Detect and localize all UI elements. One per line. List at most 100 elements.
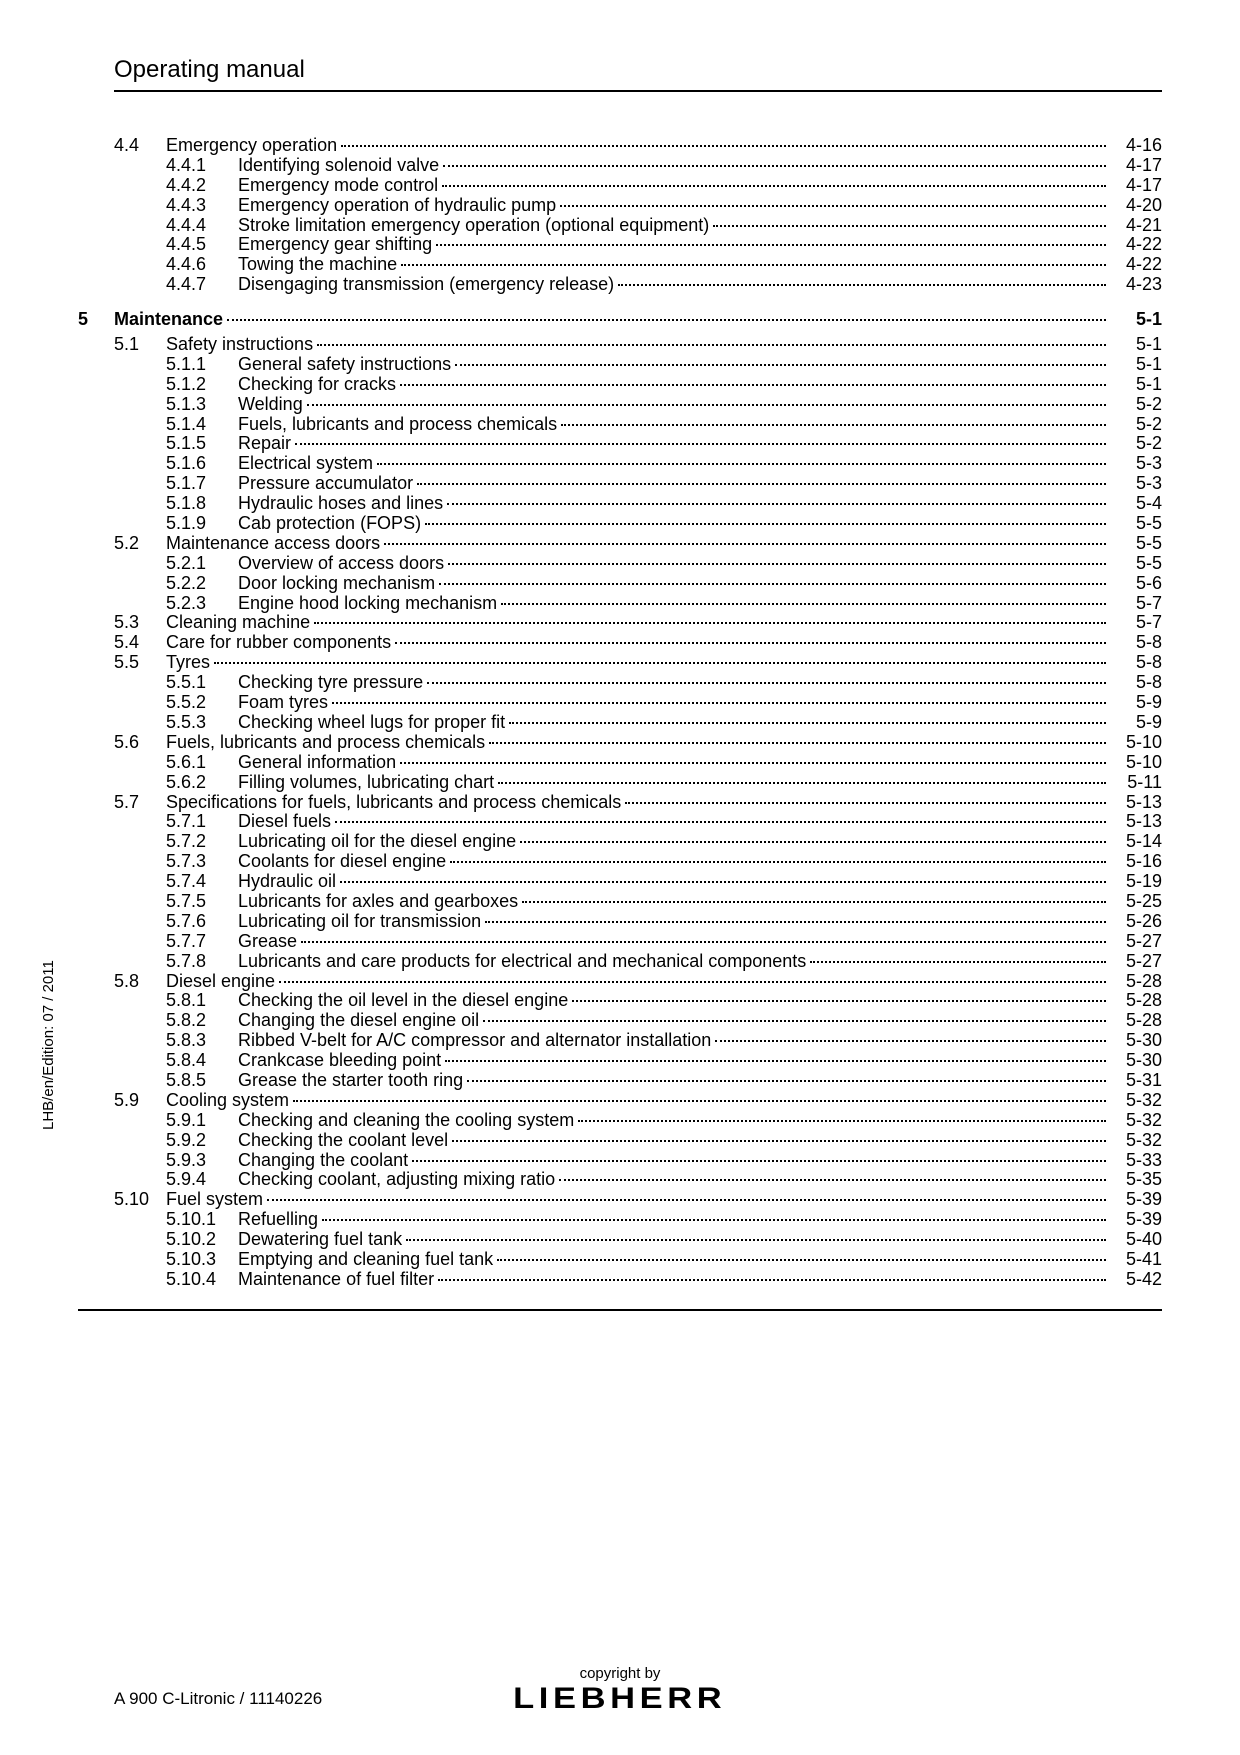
toc-row: 5.1.9Cab protection (FOPS)5-5: [78, 514, 1162, 533]
toc-section-number: 5.2: [114, 534, 166, 553]
toc-subsection-number: 5.10.2: [166, 1230, 238, 1249]
toc-subsection-number: 5.5.1: [166, 673, 238, 692]
toc-page-ref: 5-16: [1108, 852, 1162, 871]
toc-page-ref: 5-27: [1108, 932, 1162, 951]
toc-page-ref: 5-33: [1108, 1151, 1162, 1170]
toc-leader-dots: [625, 802, 1106, 804]
toc-row: 5.5.3Checking wheel lugs for proper fit5…: [78, 713, 1162, 732]
toc-row: 5.2Maintenance access doors5-5: [78, 534, 1162, 553]
toc-page-ref: 4-21: [1108, 216, 1162, 235]
toc-title: Dewatering fuel tank: [238, 1230, 404, 1249]
toc-title: Engine hood locking mechanism: [238, 594, 499, 613]
toc-leader-dots: [425, 523, 1106, 525]
toc-subsection-number: 5.10.1: [166, 1210, 238, 1229]
toc-leader-dots: [436, 244, 1106, 246]
toc-row: 5.1.1General safety instructions5-1: [78, 355, 1162, 374]
toc-title: General information: [238, 753, 398, 772]
toc-page-ref: 5-2: [1108, 434, 1162, 453]
toc-leader-dots: [520, 841, 1106, 843]
toc-title: Stroke limitation emergency operation (o…: [238, 216, 711, 235]
toc-row: 5.1.4Fuels, lubricants and process chemi…: [78, 415, 1162, 434]
toc-title: Lubricating oil for the diesel engine: [238, 832, 518, 851]
toc-row: 5.2.3Engine hood locking mechanism 5-7: [78, 594, 1162, 613]
toc-row: 5.6.1General information5-10: [78, 753, 1162, 772]
toc-row: 5.1.3Welding5-2: [78, 395, 1162, 414]
toc-leader-dots: [445, 1060, 1106, 1062]
toc-subsection-number: 5.6.1: [166, 753, 238, 772]
toc-title: Grease: [238, 932, 299, 951]
toc-section-number: 5.1: [114, 335, 166, 354]
toc-page-ref: 5-9: [1108, 713, 1162, 732]
toc-row: 5.10.3Emptying and cleaning fuel tank5-4…: [78, 1250, 1162, 1269]
toc-title: Filling volumes, lubricating chart: [238, 773, 496, 792]
toc-page-ref: 5-5: [1108, 534, 1162, 553]
toc-title: Repair: [238, 434, 293, 453]
toc-subsection-number: 4.4.3: [166, 196, 238, 215]
toc-page-ref: 4-17: [1108, 176, 1162, 195]
toc-title: Cleaning machine: [166, 613, 312, 632]
toc-leader-dots: [450, 861, 1106, 863]
toc-page-ref: 5-26: [1108, 912, 1162, 931]
toc-title: Safety instructions: [166, 335, 315, 354]
toc-leader-dots: [301, 941, 1106, 943]
toc-row: 5.7.3Coolants for diesel engine5-16: [78, 852, 1162, 871]
toc-title: Fuel system: [166, 1190, 265, 1209]
toc-leader-dots: [335, 821, 1106, 823]
toc-page-ref: 5-32: [1108, 1091, 1162, 1110]
toc-page-ref: 5-30: [1108, 1051, 1162, 1070]
toc-leader-dots: [485, 921, 1106, 923]
toc-subsection-number: 5.1.3: [166, 395, 238, 414]
toc-row: 4.4.1Identifying solenoid valve4-17: [78, 156, 1162, 175]
toc-section-number: 5.6: [114, 733, 166, 752]
toc-leader-dots: [214, 662, 1106, 664]
toc-row: 5.8.2Changing the diesel engine oil5-28: [78, 1011, 1162, 1030]
toc-leader-dots: [439, 583, 1106, 585]
toc-row: 5.10Fuel system5-39: [78, 1190, 1162, 1209]
toc-row: 5.5Tyres5-8: [78, 653, 1162, 672]
toc-title: Identifying solenoid valve: [238, 156, 441, 175]
toc-page-ref: 5-30: [1108, 1031, 1162, 1050]
toc-subsection-number: 5.7.5: [166, 892, 238, 911]
toc-title: Emergency operation of hydraulic pump: [238, 196, 558, 215]
toc-row: 5.1.2Checking for cracks5-1: [78, 375, 1162, 394]
toc-page-ref: 5-1: [1108, 375, 1162, 394]
footer-brand-logo: LIEBHERR: [513, 1682, 726, 1715]
toc-subsection-number: 5.2.3: [166, 594, 238, 613]
toc-title: Checking tyre pressure: [238, 673, 425, 692]
toc-subsection-number: 5.6.2: [166, 773, 238, 792]
toc-page-ref: 5-39: [1108, 1190, 1162, 1209]
toc-title: Diesel fuels: [238, 812, 333, 831]
toc-leader-dots: [483, 1020, 1106, 1022]
edition-side-text: LHB/en/Edition: 07 / 2011: [40, 960, 57, 1130]
toc-row: 5.2.1Overview of access doors5-5: [78, 554, 1162, 573]
page-footer: A 900 C-Litronic / 11140226 copyright by…: [78, 1666, 1162, 1716]
toc-row: 4.4.2Emergency mode control4-17: [78, 176, 1162, 195]
toc-page-ref: 5-2: [1108, 415, 1162, 434]
toc-page-ref: 5-9: [1108, 693, 1162, 712]
toc-title: Emptying and cleaning fuel tank: [238, 1250, 495, 1269]
toc-subsection-number: 5.1.5: [166, 434, 238, 453]
toc-leader-dots: [438, 1279, 1106, 1281]
toc-page-ref: 4-20: [1108, 196, 1162, 215]
toc-leader-dots: [452, 1140, 1106, 1142]
toc-page-ref: 5-14: [1108, 832, 1162, 851]
toc-row: 5.5.1Checking tyre pressure5-8: [78, 673, 1162, 692]
toc-subsection-number: 4.4.2: [166, 176, 238, 195]
toc-leader-dots: [572, 1000, 1106, 1002]
toc-chapter-number: 5: [78, 310, 114, 329]
toc-row: 5.9Cooling system5-32: [78, 1091, 1162, 1110]
toc-subsection-number: 4.4.6: [166, 255, 238, 274]
toc-row: 5.8.5Grease the starter tooth ring5-31: [78, 1071, 1162, 1090]
toc-page-ref: 5-3: [1108, 454, 1162, 473]
toc-subsection-number: 4.4.5: [166, 235, 238, 254]
toc-page-ref: 4-22: [1108, 235, 1162, 254]
toc-page-ref: 5-7: [1108, 594, 1162, 613]
toc-page-ref: 5-5: [1108, 554, 1162, 573]
toc-subsection-number: 5.8.2: [166, 1011, 238, 1030]
toc-row: 5.8.1Checking the oil level in the diese…: [78, 991, 1162, 1010]
toc-subsection-number: 5.1.1: [166, 355, 238, 374]
toc-title: Emergency gear shifting: [238, 235, 434, 254]
toc-leader-dots: [412, 1160, 1106, 1162]
toc-page-ref: 4-17: [1108, 156, 1162, 175]
toc-section-number: 5.4: [114, 633, 166, 652]
